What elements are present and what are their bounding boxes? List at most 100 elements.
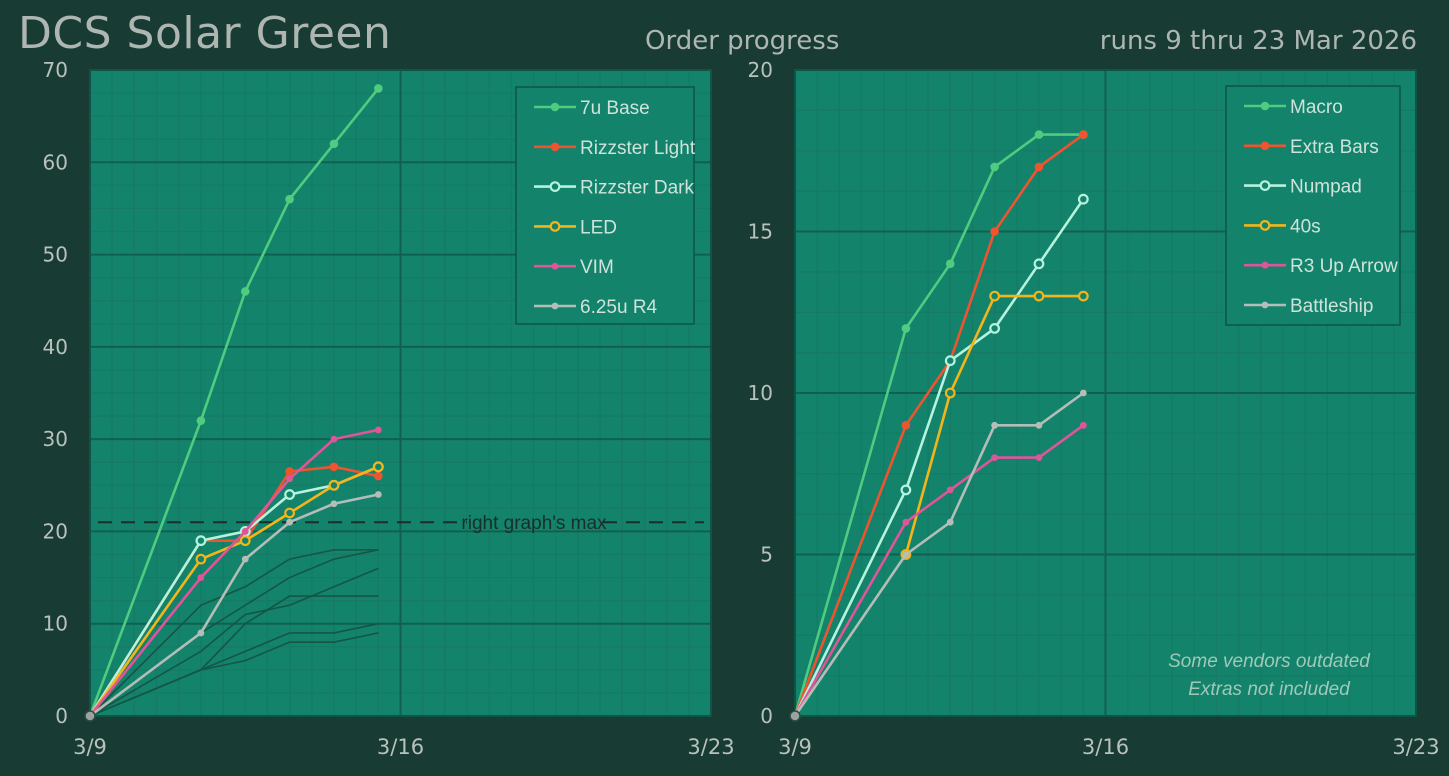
x-tick-label: 3/9 [778, 735, 812, 759]
legend-marker [551, 262, 559, 270]
legend-marker [1260, 101, 1270, 111]
data-point [328, 479, 340, 491]
data-point [286, 518, 294, 526]
legend-marker [1261, 261, 1269, 269]
legend-marker [550, 142, 560, 152]
annotation-note: Some vendors outdated [1168, 651, 1371, 672]
x-tick-label: 3/23 [1392, 735, 1439, 759]
legend-label: 6.25u R4 [580, 297, 658, 318]
data-point [944, 387, 956, 399]
y-tick-label: 5 [760, 543, 773, 567]
y-tick-label: 0 [55, 704, 68, 728]
data-point [284, 489, 296, 500]
data-point [989, 323, 1001, 334]
data-point [286, 475, 294, 483]
annotation-note: Extras not included [1188, 679, 1351, 700]
data-point [1035, 421, 1043, 429]
data-point [372, 461, 384, 473]
y-tick-label: 20 [43, 519, 68, 543]
data-point [285, 467, 294, 476]
legend-label: 40s [1290, 216, 1321, 237]
legend-marker [549, 220, 561, 232]
x-tick-label: 3/16 [1082, 735, 1129, 759]
data-point [900, 484, 912, 496]
data-point [196, 416, 206, 425]
legend-label: Extra Bars [1290, 137, 1379, 158]
data-point [330, 435, 338, 443]
legend-marker [550, 102, 560, 112]
y-tick-label: 15 [748, 220, 773, 244]
data-point [1079, 421, 1087, 429]
data-point [195, 535, 207, 547]
legend-label: VIM [580, 257, 614, 278]
data-point [241, 555, 249, 563]
data-point [1077, 193, 1089, 205]
legend-label: Battleship [1290, 296, 1373, 317]
data-point [241, 528, 249, 535]
data-point [197, 629, 205, 637]
data-point [990, 227, 999, 236]
data-point [944, 355, 956, 367]
series-line [88, 87, 380, 717]
legend-label: Rizzster Dark [580, 178, 695, 199]
data-point [989, 290, 1001, 302]
y-tick-label: 40 [43, 335, 68, 359]
y-tick-label: 50 [43, 243, 68, 267]
data-point [1033, 290, 1045, 302]
data-point [902, 518, 910, 526]
chart-panel-2: 0 5 10 15 20 3/9 3/16 3/23 Macro Extra Bars Numpad… [748, 58, 1440, 759]
legend-label: 7u Base [580, 98, 650, 119]
page-title: DCS Solar Green [18, 8, 392, 59]
plot-border [794, 69, 1417, 717]
legend-marker [1259, 180, 1271, 192]
series-line [793, 391, 1085, 717]
data-point [197, 574, 205, 581]
data-point [946, 518, 954, 526]
data-point [991, 421, 999, 429]
legend-marker [549, 181, 561, 193]
origin-point [84, 710, 96, 722]
background-series-line [89, 632, 379, 717]
reference-line-label: right graph's max [461, 513, 607, 534]
data-point [945, 259, 955, 269]
data-point [901, 421, 911, 430]
data-point [330, 500, 338, 508]
data-point [239, 535, 251, 547]
data-point [1079, 130, 1088, 139]
data-point [991, 454, 999, 461]
series-line [89, 493, 379, 718]
legend-box [1225, 85, 1401, 326]
background-series-line [89, 549, 379, 717]
legend-marker [551, 302, 559, 310]
legend-label: R3 Up Arrow [1290, 256, 1398, 277]
data-point [195, 553, 207, 565]
series-line [793, 133, 1085, 717]
legend-label: Numpad [1290, 177, 1362, 198]
series-line [88, 465, 379, 717]
y-tick-label: 30 [43, 427, 68, 451]
data-point [1077, 290, 1089, 302]
data-point [329, 139, 339, 149]
origin-point [789, 710, 801, 722]
y-tick-label: 60 [43, 150, 68, 174]
y-tick-label: 20 [748, 58, 773, 82]
y-tick-label: 0 [760, 704, 773, 728]
legend-label: Rizzster Light [580, 138, 696, 159]
data-point [284, 507, 296, 519]
plot-border [89, 69, 712, 717]
legend-box [515, 86, 695, 325]
data-point [901, 324, 911, 333]
data-point [374, 491, 382, 498]
series-line [793, 133, 1084, 717]
y-tick-label: 10 [748, 381, 773, 405]
data-point [946, 486, 954, 494]
data-point [329, 462, 339, 472]
page-subtitle: Order progress [645, 26, 840, 56]
legend-marker [1261, 301, 1269, 309]
legend-marker [1259, 219, 1271, 231]
data-point [1035, 454, 1043, 461]
data-point [374, 84, 383, 93]
x-tick-label: 3/9 [73, 735, 107, 759]
x-tick-label: 3/23 [687, 735, 734, 759]
